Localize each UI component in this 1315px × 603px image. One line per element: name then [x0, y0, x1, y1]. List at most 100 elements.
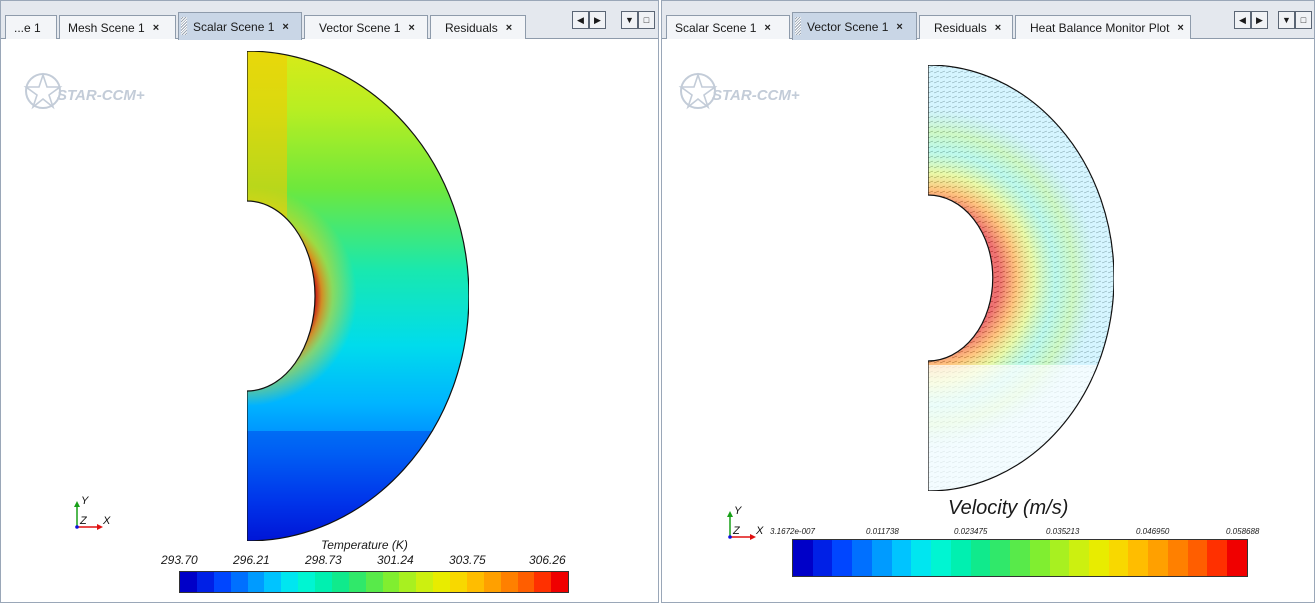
- left-tab-strip: ...e 1 Mesh Scene 1 × Scalar Scene 1 × V…: [1, 1, 658, 40]
- close-icon[interactable]: ×: [408, 21, 415, 34]
- temperature-color-bar: [179, 571, 569, 593]
- annulus-outline: [928, 65, 1114, 491]
- color-bar-segment: [230, 572, 248, 592]
- color-bar-segment: [281, 572, 299, 592]
- color-bar-segment: [466, 572, 484, 592]
- axis-z-label: Z: [733, 525, 740, 537]
- axis-x-label: X: [756, 525, 764, 537]
- legend-title: Velocity (m/s): [948, 497, 1069, 519]
- color-bar-segment: [1148, 540, 1168, 576]
- annulus-body: [247, 51, 469, 541]
- tab-scalar-scene-1[interactable]: Scalar Scene 1 ×: [666, 15, 790, 39]
- legend-tick: 303.75: [449, 553, 486, 567]
- scroll-right-icon[interactable]: ▶: [1251, 11, 1268, 29]
- color-bar-segment: [832, 540, 853, 576]
- star-ccm-logo: STAR-CCM+: [23, 71, 145, 111]
- right-scene-panel: Scalar Scene 1 × Vector Scene 1 × Residu…: [661, 0, 1315, 603]
- close-icon[interactable]: ×: [896, 20, 903, 33]
- tab-label: Residuals: [934, 20, 987, 35]
- tab-residuals[interactable]: Residuals ×: [430, 15, 526, 39]
- scalar-scene-viewport[interactable]: STAR-CCM+: [9, 43, 650, 596]
- tab-label: Residuals: [445, 20, 498, 35]
- color-bar-segment: [1049, 540, 1070, 576]
- legend-tick: 296.21: [233, 553, 270, 567]
- velocity-color-bar: [792, 539, 1248, 577]
- color-bar-segment: [551, 572, 569, 592]
- left-scene-panel: ...e 1 Mesh Scene 1 × Scalar Scene 1 × V…: [0, 0, 659, 603]
- color-bar-segment: [416, 572, 434, 592]
- color-bar-segment: [534, 572, 552, 592]
- tab-label: Mesh Scene 1: [68, 20, 145, 35]
- color-bar-segment: [990, 540, 1011, 576]
- tab-vector-scene-1[interactable]: Vector Scene 1 ×: [304, 15, 428, 39]
- axis-x-label: X: [103, 515, 111, 527]
- tab-menu-icon[interactable]: ▼: [621, 11, 638, 29]
- annulus-outline: [247, 51, 469, 541]
- tab-scene-overflow[interactable]: ...e 1: [5, 15, 57, 39]
- color-bar-segment: [247, 572, 265, 592]
- tab-scalar-scene-1[interactable]: Scalar Scene 1 ×: [178, 12, 302, 40]
- close-icon[interactable]: ×: [282, 20, 289, 33]
- star-logo-icon: [23, 72, 63, 110]
- velocity-vector-plot: [928, 65, 1114, 491]
- close-icon[interactable]: ×: [994, 21, 1002, 34]
- legend-tick: 301.24: [377, 553, 414, 567]
- tab-label: Heat Balance Monitor Plot: [1030, 20, 1170, 35]
- scroll-right-icon[interactable]: ▶: [589, 11, 606, 29]
- star-ccm-logo: STAR-CCM+: [678, 71, 800, 111]
- color-bar-segment: [196, 572, 214, 592]
- color-bar-segment: [793, 540, 813, 576]
- color-bar-segment: [1167, 540, 1188, 576]
- logo-text: STAR-CCM+: [712, 86, 800, 104]
- color-bar-segment: [483, 572, 501, 592]
- drag-grip-icon[interactable]: [795, 17, 801, 35]
- tab-heat-balance-monitor-plot[interactable]: Heat Balance Monitor Plot ×: [1015, 15, 1191, 39]
- tab-vector-scene-1[interactable]: Vector Scene 1 ×: [792, 12, 917, 40]
- logo-text: STAR-CCM+: [57, 86, 145, 104]
- tab-label: Vector Scene 1: [807, 19, 889, 34]
- axis-y-label: Y: [81, 495, 89, 507]
- axis-triad-icon: [727, 511, 756, 540]
- color-bar-segment: [450, 572, 467, 592]
- tab-residuals[interactable]: Residuals ×: [919, 15, 1013, 39]
- color-bar-segment: [180, 572, 197, 592]
- legend-tick: 0.035213: [1046, 527, 1080, 536]
- color-bar-segment: [931, 540, 951, 576]
- legend-tick: 0.011738: [866, 527, 899, 536]
- maximize-icon[interactable]: □: [1295, 11, 1312, 29]
- color-bar-segment: [315, 572, 332, 592]
- right-tab-strip: Scalar Scene 1 × Vector Scene 1 × Residu…: [662, 1, 1314, 40]
- drag-grip-icon[interactable]: [181, 17, 187, 35]
- scroll-left-icon[interactable]: ◀: [572, 11, 589, 29]
- vector-scene-viewport[interactable]: STAR-CCM+: [670, 43, 1306, 596]
- color-bar-segment: [1108, 540, 1129, 576]
- color-bar-segment: [871, 540, 892, 576]
- axis-y-label: Y: [734, 505, 742, 517]
- tab-mesh-scene-1[interactable]: Mesh Scene 1 ×: [59, 15, 176, 39]
- color-bar-segment: [517, 572, 535, 592]
- color-bar-segment: [365, 572, 383, 592]
- close-icon[interactable]: ×: [152, 21, 160, 34]
- tab-label: Scalar Scene 1: [675, 20, 757, 35]
- close-icon[interactable]: ×: [505, 21, 513, 34]
- close-icon[interactable]: ×: [1177, 21, 1184, 34]
- color-bar-segment: [1069, 540, 1090, 576]
- tab-menu-icon[interactable]: ▼: [1278, 11, 1295, 29]
- color-bar-segment: [970, 540, 991, 576]
- temperature-contour-plot: [247, 51, 469, 541]
- axis-triad: Y Z X: [67, 491, 127, 551]
- color-bar-segment: [213, 572, 231, 592]
- tab-label: Scalar Scene 1: [193, 19, 275, 34]
- color-bar-segment: [348, 572, 366, 592]
- scroll-left-icon[interactable]: ◀: [1234, 11, 1251, 29]
- tab-label: Vector Scene 1: [319, 20, 401, 35]
- legend-tick: 293.70: [161, 553, 198, 567]
- maximize-icon[interactable]: □: [638, 11, 655, 29]
- legend-title: Temperature (K): [321, 538, 408, 552]
- legend-tick: 298.73: [305, 553, 342, 567]
- color-bar-segment: [891, 540, 912, 576]
- close-icon[interactable]: ×: [764, 21, 771, 34]
- legend-tick: 0.023475: [954, 527, 988, 536]
- color-bar-segment: [1227, 540, 1247, 576]
- color-bar-segment: [812, 540, 833, 576]
